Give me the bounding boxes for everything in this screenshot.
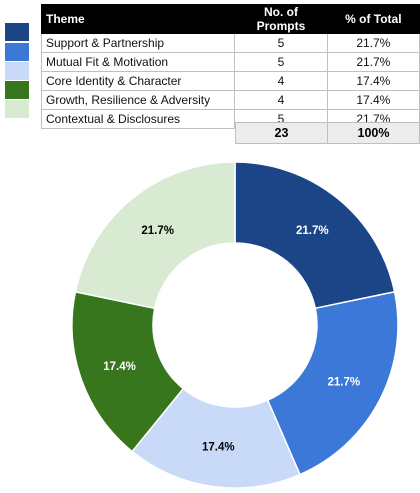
row-percent: 21.7%	[326, 52, 420, 72]
row-theme: Contextual & Disclosures	[40, 109, 236, 129]
donut-slice-contextual-disclosures	[74, 161, 236, 310]
row-theme: Core Identity & Character	[40, 71, 236, 91]
legend-swatch-contextual-disclosures	[5, 100, 29, 118]
row-theme: Support & Partnership	[40, 33, 236, 53]
row-percent: 21.7%	[326, 33, 420, 53]
row-percent: 17.4%	[326, 90, 420, 110]
donut-slice-mutual-fit-motivation	[266, 290, 399, 476]
table-header-row: Theme No. of Prompts % of Total	[40, 4, 420, 34]
legend-swatch-support-partnership	[5, 23, 29, 41]
donut-label-mutual-fit-motivation: 21.7%	[327, 376, 360, 388]
table-row: Growth, Resilience & Adversity 4 17.4%	[40, 90, 420, 110]
table-row: Core Identity & Character 4 17.4%	[40, 71, 420, 91]
row-theme: Mutual Fit & Motivation	[40, 52, 236, 72]
donut-label-contextual-disclosures: 21.7%	[141, 225, 174, 237]
legend-swatch-core-identity-character	[5, 62, 29, 80]
total-percent: 100%	[328, 122, 420, 144]
donut-chart: 21.7% 21.7% 17.4% 17.4% 21.7%	[71, 161, 399, 489]
header-prompt-count: No. of Prompts	[234, 4, 328, 34]
row-count: 4	[234, 71, 328, 91]
donut-label-growth-resilience-adversity: 17.4%	[103, 361, 136, 373]
table-row: Mutual Fit & Motivation 5 21.7%	[40, 52, 420, 72]
legend-swatch-growth-resilience-adversity	[5, 81, 29, 99]
row-count: 5	[234, 33, 328, 53]
donut-label-core-identity-character: 17.4%	[202, 441, 235, 453]
row-percent: 17.4%	[326, 71, 420, 91]
row-count: 4	[234, 90, 328, 110]
header-theme: Theme	[40, 4, 236, 34]
table-row: Support & Partnership 5 21.7%	[40, 33, 420, 53]
donut-slice-growth-resilience-adversity	[71, 290, 185, 453]
legend-swatch-mutual-fit-motivation	[5, 43, 29, 61]
theme-summary-table: Theme No. of Prompts % of Total Support …	[40, 4, 420, 129]
donut-slice-core-identity-character	[131, 387, 301, 489]
total-count: 23	[235, 122, 328, 144]
row-theme: Growth, Resilience & Adversity	[40, 90, 236, 110]
table-total-row: 23 100%	[235, 122, 420, 144]
header-percent-total: % of Total	[326, 4, 420, 34]
donut-slice-support-partnership	[234, 161, 396, 310]
donut-label-support-partnership: 21.7%	[296, 225, 329, 237]
row-count: 5	[234, 52, 328, 72]
